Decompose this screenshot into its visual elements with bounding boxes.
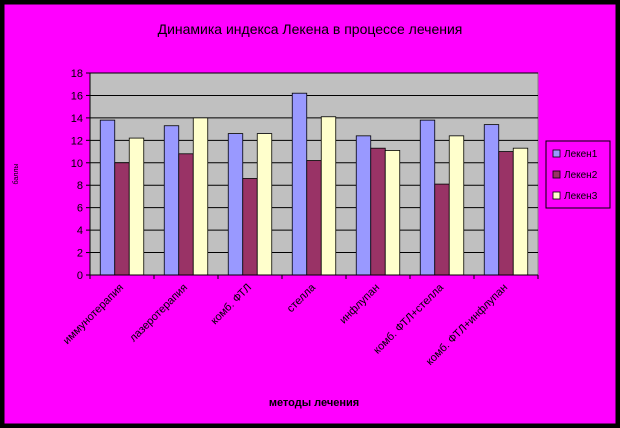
bar-1-4 [291, 92, 308, 276]
bar-2-1 [114, 162, 130, 276]
bar-1-5 [355, 135, 372, 276]
y-tick-label: 18 [71, 68, 83, 80]
y-axis-label: баллы [12, 164, 20, 185]
bar-3-1 [128, 137, 145, 276]
legend-label: Лекен3 [564, 191, 598, 202]
y-tick-label: 2 [77, 248, 83, 260]
bar-3-2 [192, 117, 209, 276]
bar-1-7 [483, 124, 500, 276]
y-tick-label: 8 [77, 180, 83, 192]
legend-swatch [552, 191, 561, 200]
bar-2-7 [498, 151, 514, 276]
bars [99, 92, 529, 276]
legend-swatch [552, 170, 561, 179]
bar-3-3 [256, 133, 273, 276]
y-tick-label: 0 [77, 270, 83, 282]
y-tick-label: 12 [71, 135, 83, 147]
bar-3-7 [512, 147, 529, 276]
y-tick-label: 14 [71, 113, 83, 125]
bar-1-2 [163, 125, 180, 276]
y-tick-label: 16 [71, 90, 83, 102]
y-tick-label: 6 [77, 203, 83, 215]
bar-1-3 [227, 133, 244, 276]
x-axis-label: методы лечения [269, 397, 359, 409]
bar-2-4 [306, 160, 322, 276]
chart-title: Динамика индекса Лекена в процессе лечен… [158, 21, 463, 37]
bar-3-6 [448, 135, 465, 276]
bar-1-6 [419, 119, 436, 276]
legend-label: Лекен2 [564, 170, 598, 181]
y-tick-label: 10 [71, 158, 83, 170]
legend-swatch [552, 149, 561, 158]
legend: Лекен1 Лекен2 Лекен3 [545, 140, 611, 209]
bar-3-5 [384, 150, 401, 276]
bar-2-2 [178, 153, 194, 276]
bar-3-4 [320, 116, 337, 276]
bar-2-3 [242, 178, 258, 276]
bar-2-6 [434, 183, 450, 276]
bar-2-5 [370, 147, 386, 276]
y-tick-label: 4 [77, 225, 83, 237]
legend-label: Лекен1 [564, 149, 598, 160]
bar-1-1 [99, 119, 116, 276]
y-axis-ticks: 0 2 4 6 8 10 12 14 16 18 [71, 68, 90, 282]
